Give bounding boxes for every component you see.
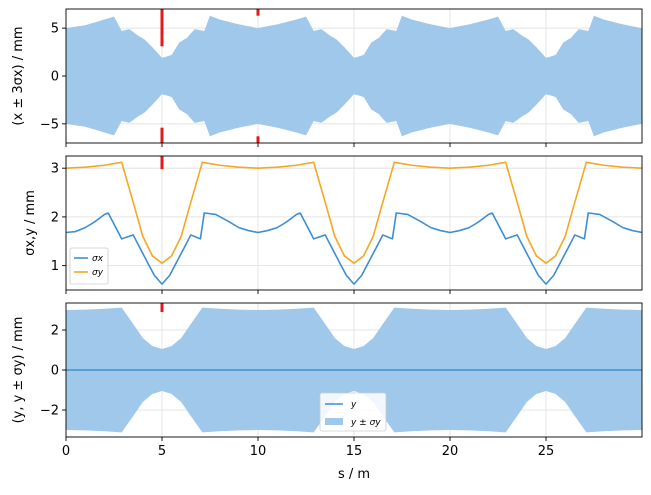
subplot-3: 0 5 10 15 20 25 −2 0 2 (y, y ± σy) / mm y y ± σy s /…	[11, 302, 643, 482]
subplot-2: 1 2 3 σx,y / mm σx σy	[23, 155, 643, 294]
y-axis-label: (x ± 3σx) / mm	[11, 26, 26, 125]
legend-label: σy	[92, 268, 104, 278]
y-tick-label: 3	[51, 162, 59, 177]
y-tick-label: −2	[40, 404, 59, 419]
subplot-1: −5 0 5 (x ± 3σx) / mm	[11, 8, 643, 147]
x-tick-label: 0	[62, 444, 70, 459]
legend-label: y	[350, 400, 357, 410]
plot-area	[66, 9, 642, 143]
envelope-band	[66, 15, 642, 137]
legend: y y ± σy	[319, 392, 387, 432]
y-tick-label: 0	[51, 70, 59, 85]
legend-box	[69, 247, 109, 285]
y-tick-label: 2	[51, 324, 59, 339]
y-tick-label: 2	[51, 210, 59, 225]
x-tick-label: 25	[538, 444, 555, 459]
y-tick-label: 1	[51, 259, 59, 274]
x-tick-label: 5	[158, 444, 166, 459]
x-tick-label: 20	[442, 444, 459, 459]
y-tick-label: −5	[40, 117, 59, 132]
y-tick-label: 0	[51, 364, 59, 379]
legend-label: y ± σy	[350, 418, 381, 428]
y-axis-label: (y, y ± σy) / mm	[11, 317, 26, 424]
legend: σx σy	[69, 247, 109, 285]
plot-area	[66, 156, 642, 285]
y-tick-label: 5	[51, 22, 59, 37]
x-tick-label: 10	[250, 444, 267, 459]
series-line-sigma-x	[66, 212, 642, 285]
series-line-sigma-y	[66, 161, 642, 265]
plot-area	[66, 303, 642, 433]
legend-swatch-band	[325, 418, 343, 425]
x-tick-label: 15	[346, 444, 363, 459]
x-axis-label: s / m	[338, 467, 370, 482]
legend-label: σx	[92, 254, 104, 264]
y-axis-label: σx,y / mm	[23, 190, 38, 256]
